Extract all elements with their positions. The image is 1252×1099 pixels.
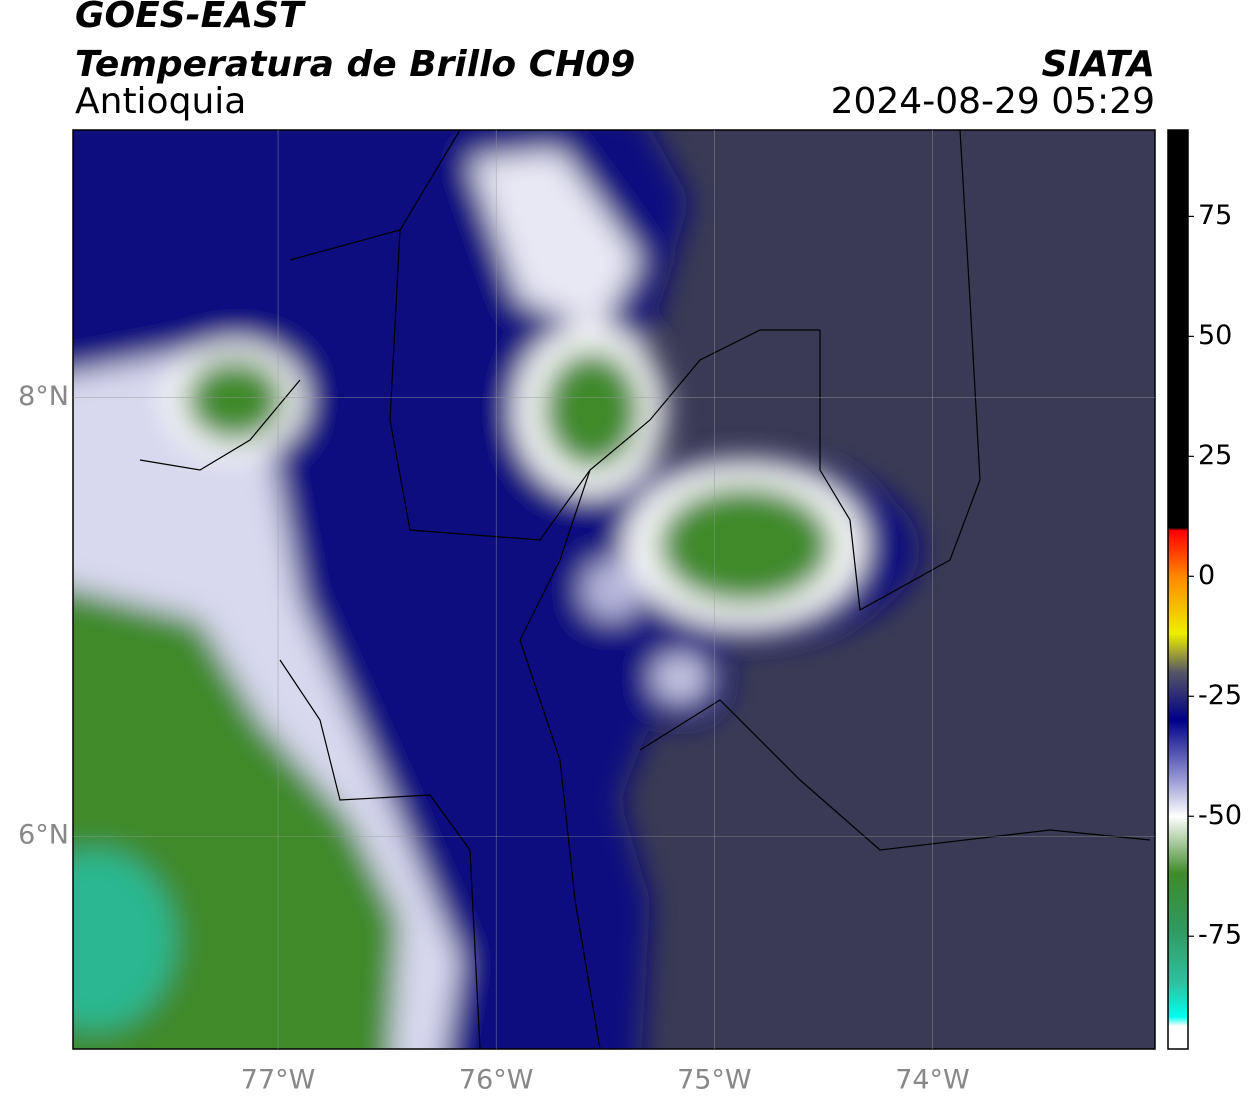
x-tick-label: 77°W <box>241 1065 316 1096</box>
colorbar-tick-label: 0 <box>1198 560 1215 591</box>
y-tick-label: 8°N <box>18 381 69 412</box>
colorbar-tick-label: 75 <box>1198 200 1232 231</box>
colorbar <box>1167 129 1189 1050</box>
colorbar-tick-label: -50 <box>1198 800 1242 831</box>
region: Antioquia <box>75 81 246 122</box>
colorbar-tick-label: -25 <box>1198 680 1242 711</box>
colorbar-tick-label: -75 <box>1198 920 1242 951</box>
timestamp: 2024-08-29 05:29 <box>831 81 1155 122</box>
satellite-imagery <box>73 130 1155 1049</box>
source: SIATA <box>1042 44 1155 85</box>
x-tick-label: 74°W <box>895 1065 970 1096</box>
colorbar-tick-label: 50 <box>1198 320 1232 351</box>
x-tick-label: 75°W <box>677 1065 752 1096</box>
colorbar-tick-label: 25 <box>1198 440 1232 471</box>
map-frame <box>72 129 1156 1050</box>
subtitle: Temperatura de Brillo CH09 <box>75 44 635 85</box>
title: GOES-EAST <box>75 0 306 36</box>
x-tick-label: 76°W <box>459 1065 534 1096</box>
y-tick-label: 6°N <box>18 820 69 851</box>
